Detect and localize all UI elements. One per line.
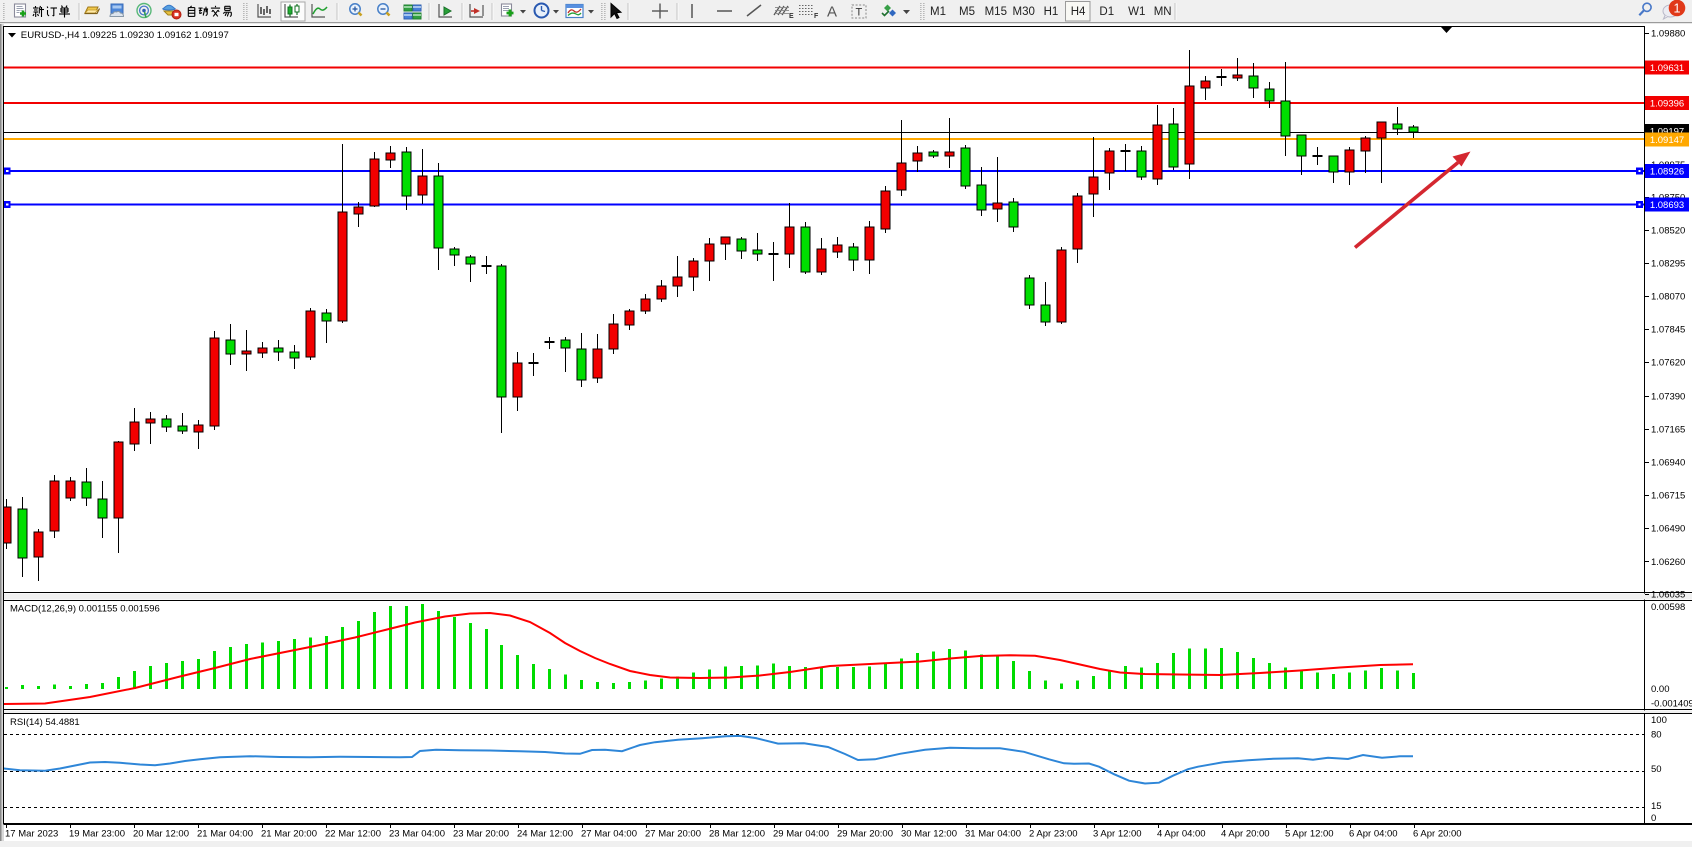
svg-text:23 Mar 04:00: 23 Mar 04:00: [389, 829, 445, 840]
svg-text:E: E: [789, 13, 794, 20]
svg-text:80: 80: [1651, 730, 1662, 741]
svg-text:1.06035: 1.06035: [1651, 590, 1685, 601]
svg-text:T: T: [856, 7, 863, 19]
svg-text:1.08070: 1.08070: [1651, 292, 1685, 303]
svg-text:F: F: [814, 13, 819, 20]
svg-text:50: 50: [1651, 764, 1662, 775]
svg-text:A: A: [827, 4, 837, 21]
svg-text:27 Mar 20:00: 27 Mar 20:00: [645, 829, 701, 840]
svg-text:4 Apr 20:00: 4 Apr 20:00: [1221, 829, 1270, 840]
svg-text:19 Mar 23:00: 19 Mar 23:00: [69, 829, 125, 840]
svg-text:H4: H4: [1071, 6, 1086, 18]
svg-text:27 Mar 04:00: 27 Mar 04:00: [581, 829, 637, 840]
svg-text:M30: M30: [1013, 6, 1035, 18]
svg-text:29 Mar 04:00: 29 Mar 04:00: [773, 829, 829, 840]
svg-text:M1: M1: [930, 6, 946, 18]
svg-text:5 Apr 12:00: 5 Apr 12:00: [1285, 829, 1334, 840]
svg-text:6 Apr 20:00: 6 Apr 20:00: [1413, 829, 1462, 840]
svg-text:M5: M5: [959, 6, 975, 18]
svg-text:31 Mar 04:00: 31 Mar 04:00: [965, 829, 1021, 840]
svg-text:1.08520: 1.08520: [1651, 226, 1685, 237]
svg-text:29 Mar 20:00: 29 Mar 20:00: [837, 829, 893, 840]
svg-text:15: 15: [1651, 801, 1662, 812]
svg-text:21 Mar 20:00: 21 Mar 20:00: [261, 829, 317, 840]
svg-text:-0.001409: -0.001409: [1651, 699, 1692, 710]
svg-text:1.09631: 1.09631: [1650, 63, 1684, 74]
svg-text:23 Mar 20:00: 23 Mar 20:00: [453, 829, 509, 840]
svg-text:1.08693: 1.08693: [1650, 200, 1684, 211]
svg-text:100: 100: [1651, 715, 1667, 726]
svg-text:1.06260: 1.06260: [1651, 557, 1685, 568]
svg-text:1.08926: 1.08926: [1650, 167, 1684, 178]
svg-text:6 Apr 04:00: 6 Apr 04:00: [1349, 829, 1398, 840]
svg-text:EURUSD-,H4 1.09225 1.09230 1.: EURUSD-,H4 1.09225 1.09230 1.09162 1.091…: [21, 30, 229, 41]
svg-text:1.07390: 1.07390: [1651, 392, 1685, 403]
svg-text:MACD(12,26,9) 0.001155 0.00159: MACD(12,26,9) 0.001155 0.001596: [10, 604, 160, 615]
svg-text:28 Mar 12:00: 28 Mar 12:00: [709, 829, 765, 840]
svg-text:1.06715: 1.06715: [1651, 491, 1685, 502]
svg-text:D1: D1: [1099, 6, 1114, 18]
svg-text:24 Mar 12:00: 24 Mar 12:00: [517, 829, 573, 840]
svg-text:1.08295: 1.08295: [1651, 259, 1685, 270]
svg-text:4 Apr 04:00: 4 Apr 04:00: [1157, 829, 1206, 840]
svg-text:1.09197: 1.09197: [1650, 127, 1684, 138]
svg-text:20 Mar 12:00: 20 Mar 12:00: [133, 829, 189, 840]
svg-text:1: 1: [1674, 2, 1681, 16]
svg-text:1.09880: 1.09880: [1651, 29, 1685, 40]
svg-text:M15: M15: [985, 6, 1007, 18]
svg-text:H1: H1: [1044, 6, 1059, 18]
svg-text:1.06940: 1.06940: [1651, 458, 1685, 469]
svg-text:1.07845: 1.07845: [1651, 325, 1685, 336]
svg-text:0.00598: 0.00598: [1651, 602, 1685, 613]
svg-text:1.06490: 1.06490: [1651, 524, 1685, 535]
svg-text:3 Apr 12:00: 3 Apr 12:00: [1093, 829, 1142, 840]
svg-text:0: 0: [1651, 813, 1656, 824]
svg-text:21 Mar 04:00: 21 Mar 04:00: [197, 829, 253, 840]
svg-text:1.07165: 1.07165: [1651, 425, 1685, 436]
svg-text:MN: MN: [1154, 6, 1172, 18]
svg-text:30 Mar 12:00: 30 Mar 12:00: [901, 829, 957, 840]
svg-text:2 Apr 23:00: 2 Apr 23:00: [1029, 829, 1078, 840]
svg-text:RSI(14) 54.4881: RSI(14) 54.4881: [10, 717, 80, 728]
svg-text:W1: W1: [1128, 6, 1145, 18]
svg-text:22 Mar 12:00: 22 Mar 12:00: [325, 829, 381, 840]
svg-text:1.09396: 1.09396: [1650, 99, 1684, 110]
svg-text:0.00: 0.00: [1651, 684, 1670, 695]
svg-text:1.07620: 1.07620: [1651, 358, 1685, 369]
svg-text:1.09147: 1.09147: [1650, 135, 1684, 146]
svg-text:17 Mar 2023: 17 Mar 2023: [5, 829, 58, 840]
